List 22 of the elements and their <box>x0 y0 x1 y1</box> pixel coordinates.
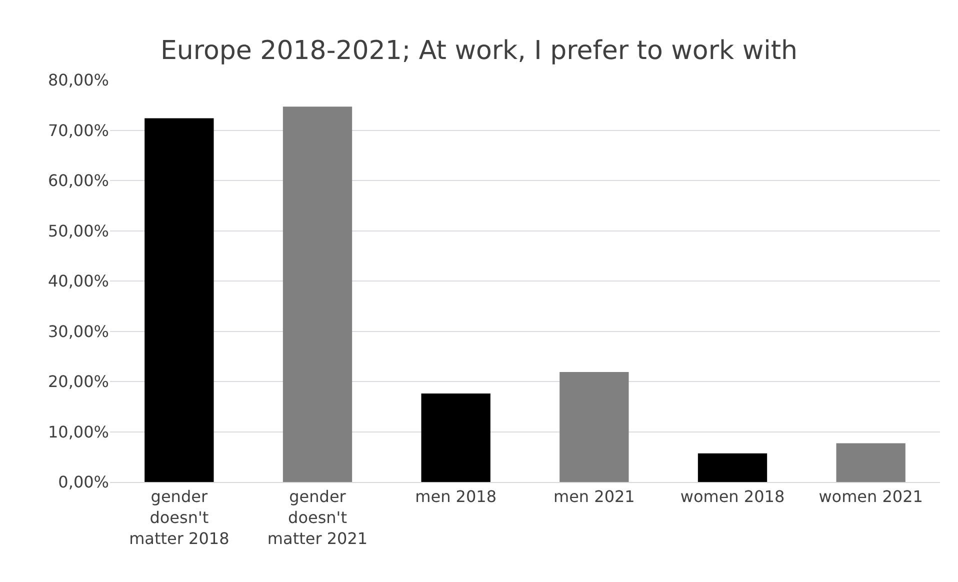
bar <box>144 118 214 482</box>
bar <box>836 443 906 482</box>
chart-title: Europe 2018-2021; At work, I prefer to work with <box>160 36 798 66</box>
bar <box>698 453 768 482</box>
y-tick-label: 20,00% <box>48 372 109 392</box>
y-tick-label: 10,00% <box>48 422 109 442</box>
bar <box>560 372 629 482</box>
y-tick-label: 40,00% <box>48 272 109 291</box>
y-tick-label: 70,00% <box>48 120 109 140</box>
x-tick-label: men 2018 <box>415 487 497 506</box>
y-tick-label: 0,00% <box>58 472 109 492</box>
bar <box>421 394 490 482</box>
x-tick-label: gender doesn't matter 2018 <box>129 487 230 548</box>
x-tick-label: gender doesn't matter 2021 <box>267 487 368 548</box>
y-tick-label: 30,00% <box>48 322 109 341</box>
y-tick-label: 60,00% <box>48 171 109 190</box>
y-tick-label: 80,00% <box>48 70 109 90</box>
x-tick-label: men 2021 <box>553 487 635 506</box>
x-tick-label: women 2018 <box>680 487 785 506</box>
y-tick-label: 50,00% <box>48 221 109 240</box>
x-tick-label: women 2021 <box>818 487 923 506</box>
bar <box>282 106 352 482</box>
